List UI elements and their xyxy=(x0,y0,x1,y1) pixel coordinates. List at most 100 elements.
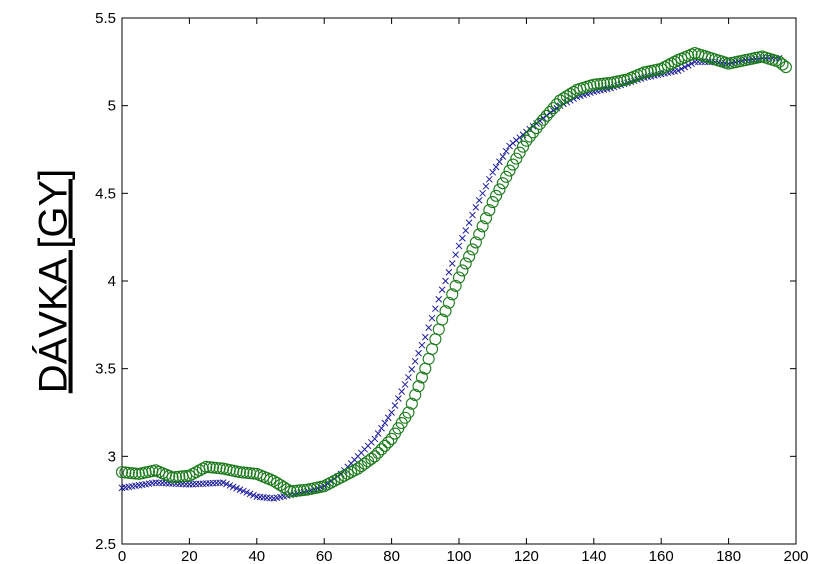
circle-point xyxy=(233,466,246,479)
circle-point xyxy=(452,271,466,284)
cross-point xyxy=(455,242,463,250)
circle-point xyxy=(537,113,550,126)
circle-point xyxy=(237,466,250,479)
circle-point xyxy=(409,388,422,402)
circle-point xyxy=(129,467,142,480)
circle-point xyxy=(510,152,523,165)
series-2 xyxy=(115,47,792,498)
circle-point xyxy=(516,140,530,153)
circle-point xyxy=(476,220,489,233)
circle-point xyxy=(479,212,493,225)
cross-point xyxy=(438,286,446,294)
cross-point xyxy=(479,189,486,197)
circle-point xyxy=(513,146,526,159)
cross-point xyxy=(469,211,476,219)
x-tick-label: 60 xyxy=(316,548,333,564)
cross-point xyxy=(239,487,247,495)
x-tick-label: 120 xyxy=(514,548,539,564)
circle-point xyxy=(587,78,600,91)
y-axis-label: DÁVKA [GY] xyxy=(31,169,76,394)
circle-point xyxy=(115,466,129,479)
cross-point xyxy=(459,234,466,242)
cross-point xyxy=(229,483,237,491)
cross-point xyxy=(435,295,443,303)
cross-point xyxy=(405,374,412,381)
circle-point xyxy=(166,471,179,484)
circle-point xyxy=(203,461,216,474)
circle-point xyxy=(122,466,135,479)
circle-point xyxy=(506,158,519,171)
cross-point xyxy=(411,357,419,365)
circle-point xyxy=(415,371,428,384)
cross-point xyxy=(678,65,685,73)
cross-point xyxy=(219,479,227,486)
circle-point xyxy=(378,439,391,452)
cross-point xyxy=(233,484,240,492)
circle-point xyxy=(459,257,472,270)
circle-point xyxy=(486,196,499,209)
circle-point xyxy=(291,484,304,497)
circle-point xyxy=(169,470,182,484)
circle-point xyxy=(540,109,553,122)
circle-point xyxy=(270,476,284,490)
circle-point xyxy=(402,406,415,419)
circle-point xyxy=(500,170,513,183)
cross-point xyxy=(226,482,234,489)
x-tick-label: 200 xyxy=(783,548,808,564)
cross-point xyxy=(684,61,692,69)
cross-point xyxy=(378,424,385,432)
circle-point xyxy=(560,90,573,103)
circle-point xyxy=(597,77,610,90)
circle-point xyxy=(456,264,469,277)
circle-point xyxy=(382,436,395,449)
cross-point xyxy=(384,414,392,422)
circle-point xyxy=(449,279,462,292)
cross-point xyxy=(236,486,244,494)
cross-point xyxy=(472,204,480,211)
circle-point xyxy=(294,484,307,497)
cross-point xyxy=(485,175,493,183)
cross-point xyxy=(381,419,389,427)
cross-point xyxy=(462,227,470,234)
circle-point xyxy=(567,85,580,99)
cross-point xyxy=(681,63,689,71)
circle-point xyxy=(466,243,479,256)
circle-point xyxy=(206,461,220,474)
circle-point xyxy=(550,98,563,111)
circle-point xyxy=(779,61,792,74)
cross-point xyxy=(374,430,382,437)
cross-point xyxy=(401,381,409,388)
circle-point xyxy=(520,134,533,147)
circle-point xyxy=(439,305,452,318)
circle-point xyxy=(200,460,213,473)
x-tick-label: 160 xyxy=(649,548,674,564)
cross-point xyxy=(415,349,422,357)
circle-point xyxy=(446,288,459,301)
circle-point xyxy=(368,450,381,463)
cross-point xyxy=(445,268,453,276)
chart-axes: 0 20 40 60 80 100 120 140 160 180 200 2.5 3 3.5 4 4.5 5 5… xyxy=(95,10,808,564)
y-tick-label: 5.5 xyxy=(95,10,116,27)
y-tick-label: 5 xyxy=(108,98,116,115)
cross-point xyxy=(246,490,254,498)
cross-point xyxy=(394,395,402,402)
cross-point xyxy=(448,260,456,267)
circle-point xyxy=(274,479,287,492)
circle-point xyxy=(287,484,300,498)
x-tick-label: 0 xyxy=(118,548,126,564)
cross-point xyxy=(428,314,436,322)
cross-point xyxy=(418,341,426,349)
circle-point xyxy=(776,58,789,71)
cross-point xyxy=(492,163,500,171)
circle-point xyxy=(493,183,506,196)
cross-point xyxy=(674,67,682,74)
cross-point xyxy=(452,251,459,259)
circle-point xyxy=(527,126,540,139)
circle-point xyxy=(594,77,607,90)
circle-point xyxy=(281,483,294,496)
circle-point xyxy=(543,105,557,119)
circle-point xyxy=(210,461,223,474)
circle-point xyxy=(213,462,226,475)
circle-point xyxy=(564,88,577,101)
